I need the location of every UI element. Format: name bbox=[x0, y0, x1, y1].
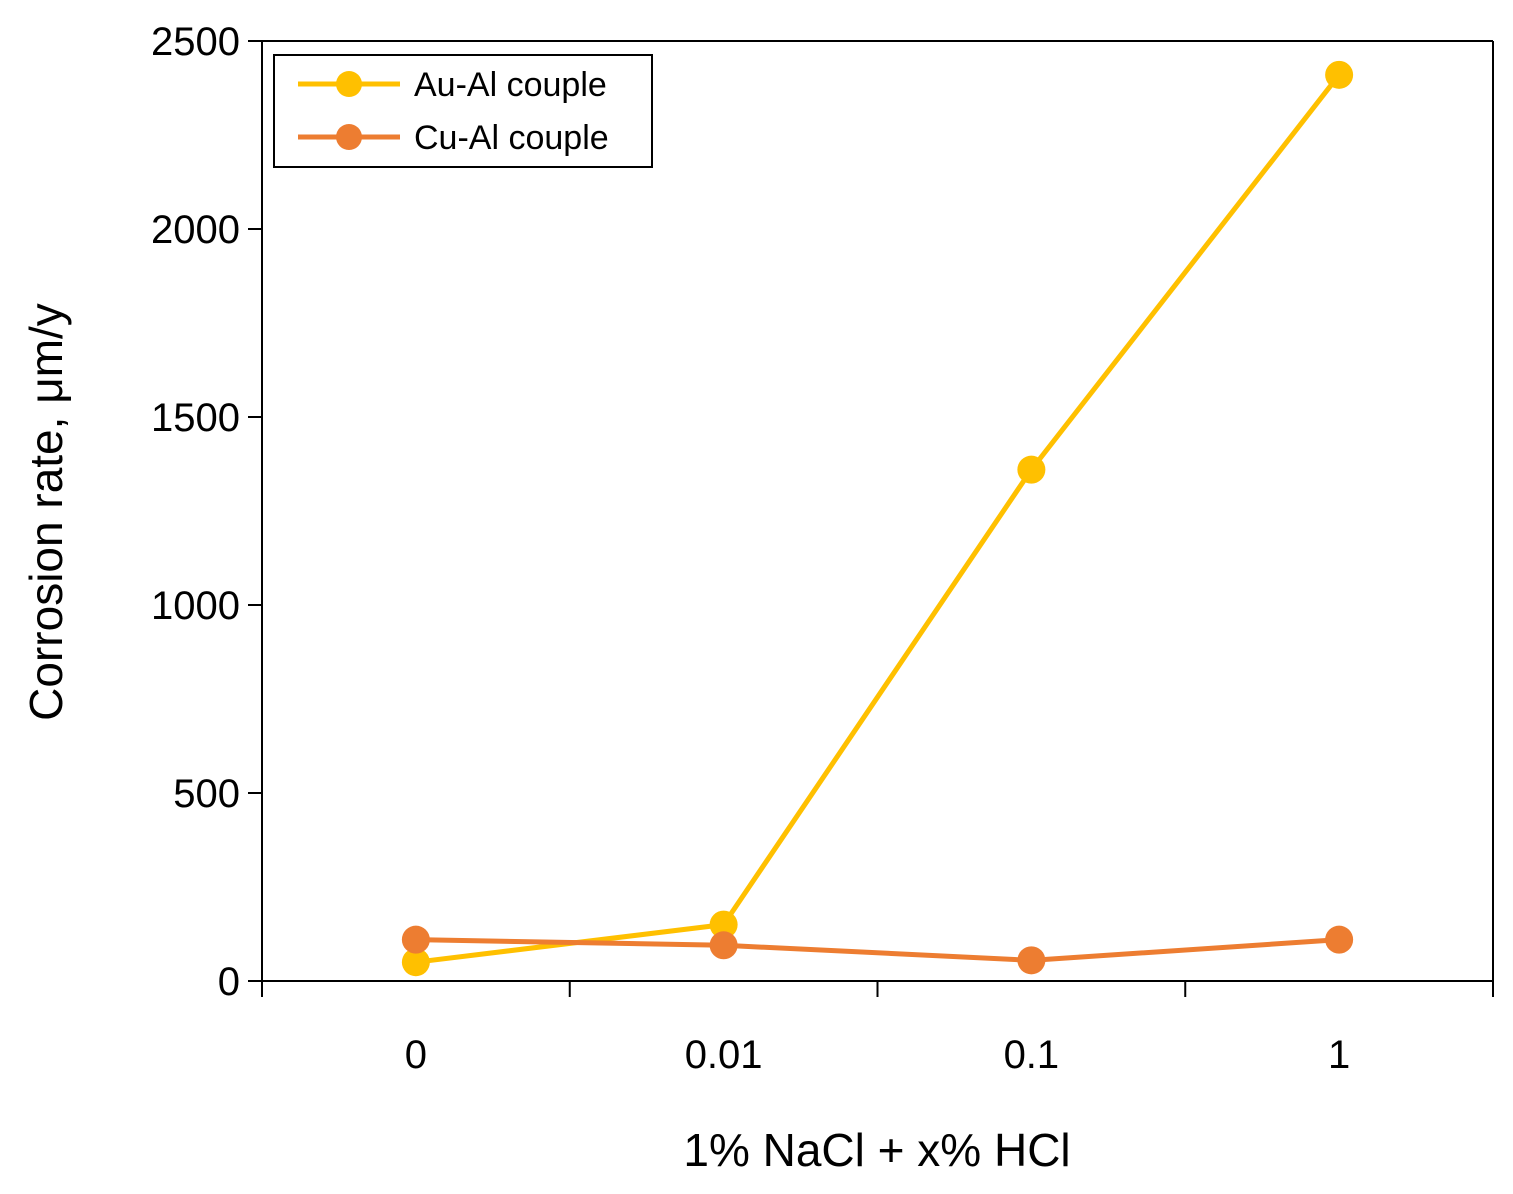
y-tick-label: 0 bbox=[218, 960, 240, 1004]
y-tick-label: 500 bbox=[173, 772, 240, 816]
legend-item: Au-Al couple bbox=[298, 66, 607, 104]
y-axis-ticks: 0 500 1000 1500 2000 2500 bbox=[151, 20, 262, 1004]
y-tick-label: 2000 bbox=[151, 208, 240, 252]
data-point bbox=[1017, 455, 1046, 484]
legend-swatch-marker bbox=[336, 71, 362, 97]
x-tick-label: 0.01 bbox=[685, 1033, 763, 1077]
legend-item: Cu-Al couple bbox=[298, 119, 609, 157]
y-tick-label: 1000 bbox=[151, 584, 240, 628]
legend-label: Cu-Al couple bbox=[414, 119, 609, 157]
series-2 bbox=[415, 937, 1340, 963]
data-point bbox=[401, 948, 430, 977]
data-point bbox=[1325, 60, 1354, 89]
legend-box bbox=[273, 54, 653, 168]
x-axis-title: 1% NaCl + x% HCl bbox=[683, 1124, 1070, 1176]
series-line bbox=[415, 73, 1342, 965]
series-2-points bbox=[401, 925, 1354, 975]
data-point bbox=[709, 910, 738, 939]
series-1 bbox=[415, 73, 1342, 965]
series-1-points bbox=[401, 60, 1354, 977]
x-axis-ticks: 0 0.01 0.1 1 bbox=[261, 981, 1494, 1077]
axes bbox=[261, 40, 1494, 982]
data-point bbox=[401, 925, 430, 954]
series-line bbox=[415, 937, 1340, 963]
x-tick-label: 1 bbox=[1328, 1033, 1350, 1077]
y-tick-label: 2500 bbox=[151, 20, 240, 64]
x-tick-label: 0.1 bbox=[1004, 1033, 1060, 1077]
series-layer bbox=[401, 60, 1354, 977]
x-tick-label: 0 bbox=[405, 1033, 427, 1077]
data-point bbox=[709, 931, 738, 960]
legend: Au-Al couple Cu-Al couple bbox=[273, 54, 653, 168]
y-axis-title: Corrosion rate, μm/y bbox=[20, 303, 72, 721]
data-point bbox=[1325, 925, 1354, 954]
legend-swatch-marker bbox=[336, 124, 362, 150]
data-point bbox=[1017, 946, 1046, 975]
legend-label: Au-Al couple bbox=[414, 66, 607, 104]
y-tick-label: 1500 bbox=[151, 396, 240, 440]
